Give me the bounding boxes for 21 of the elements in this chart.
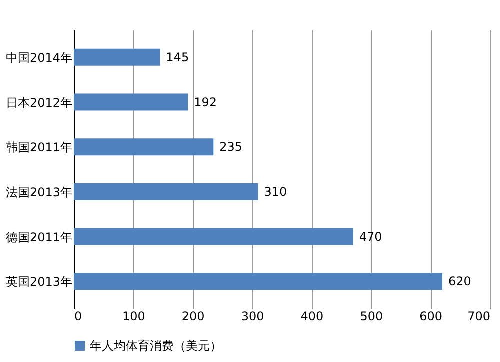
- y-tick-label: 德国2011年: [6, 230, 72, 244]
- y-tick-label: 英国2013年: [6, 275, 72, 290]
- data-label: 192: [194, 95, 218, 110]
- x-tick-label: 200: [182, 310, 205, 324]
- x-tick-label: 500: [360, 310, 384, 324]
- x-tick-label: 100: [122, 310, 146, 324]
- x-tick-label: 300: [241, 310, 264, 324]
- data-label: 310: [264, 184, 288, 199]
- y-tick-label: 日本2012年: [6, 96, 72, 110]
- x-tick-label: 700: [468, 310, 490, 324]
- data-label: 470: [359, 230, 382, 244]
- data-label: 235: [220, 140, 243, 154]
- y-tick-label: 中国2014年: [6, 50, 72, 65]
- x-tick-label: 600: [420, 310, 443, 324]
- y-tick-label: 韩国2011年: [6, 140, 72, 155]
- legend-label: 年人均体育消费（美元）: [90, 339, 222, 353]
- data-label: 145: [166, 50, 190, 64]
- x-tick-label: 400: [300, 310, 324, 324]
- data-label: 620: [448, 274, 472, 289]
- x-tick-label: 0: [74, 310, 82, 324]
- y-tick-label: 法国2013年: [6, 185, 72, 200]
